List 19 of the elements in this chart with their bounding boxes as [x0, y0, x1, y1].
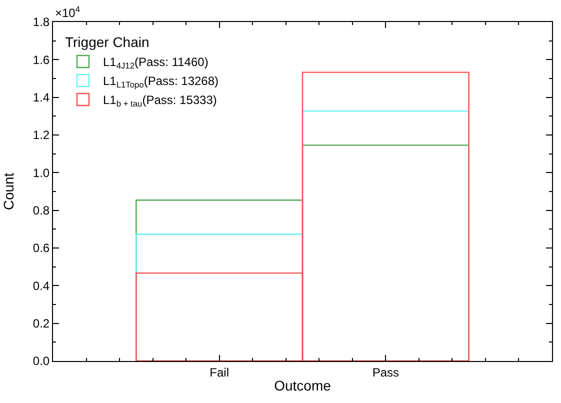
y-tick-label: 0.0 — [32, 354, 50, 368]
y-tick-label: 0.2 — [32, 316, 50, 331]
y-tick-label: 1.6 — [32, 52, 50, 67]
y-tick-label: 1.4 — [32, 90, 50, 105]
y-tick-label: 1.0 — [32, 166, 50, 180]
y-axis-title: Count — [0, 172, 17, 210]
y-tick-label: 0.4 — [32, 278, 50, 293]
legend-title: Trigger Chain — [64, 34, 150, 50]
y-tick-label: 1.2 — [32, 128, 50, 142]
legend-label: L1$_{b + tau}$(Pass: 15333) — [102, 93, 217, 109]
x-axis-title: Outcome — [274, 378, 332, 394]
y-tick-label: 1.8 — [32, 15, 50, 30]
y-tick-label: 0.6 — [32, 241, 50, 256]
x-tick-label: Fail — [210, 365, 229, 380]
y-tick-label: 0.8 — [32, 204, 50, 218]
x-tick-label: Pass — [372, 365, 400, 380]
text: ×10$^{4}$ — [55, 4, 80, 20]
legend-label: L1$_{4J12}$(Pass: 11460) — [102, 55, 208, 71]
legend-label: L1$_{L1Topo}$(Pass: 13268) — [102, 74, 219, 90]
